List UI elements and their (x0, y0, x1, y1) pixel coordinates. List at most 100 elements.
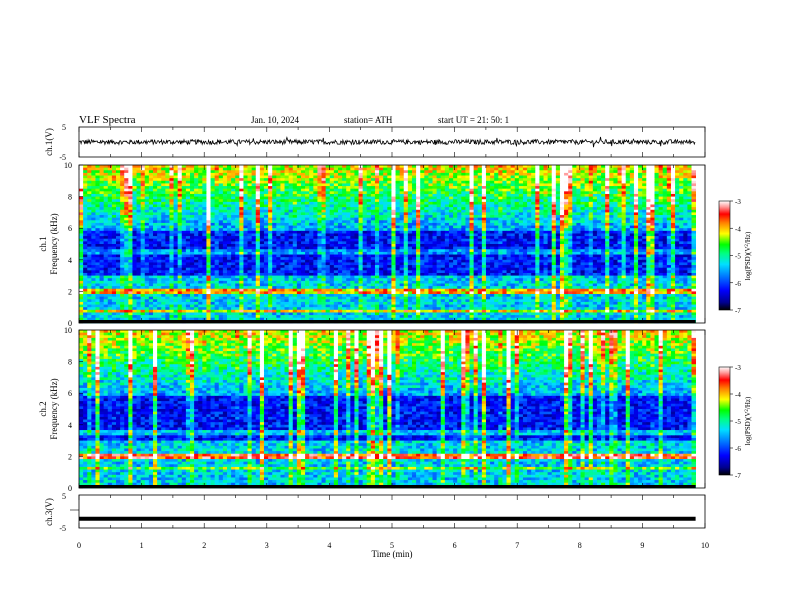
spectrogram-cell (638, 222, 643, 226)
spectrogram-cell (477, 180, 483, 184)
spectrogram-cell (177, 225, 183, 229)
spectrogram-cell (420, 209, 425, 213)
spectrogram-cell (485, 249, 491, 253)
spectrogram-cell (395, 188, 401, 192)
spectrogram-cell (432, 249, 438, 253)
spectrogram-cell (177, 196, 183, 200)
spectrogram-cell (91, 249, 96, 253)
spectrogram-cell (305, 217, 310, 221)
spectrogram-cell (683, 199, 688, 203)
spectrogram-cell (691, 215, 697, 219)
spectrogram-cell (399, 217, 405, 221)
spectrogram-cell (379, 172, 384, 176)
spectrogram-cell (243, 167, 248, 171)
spectrogram-cell (675, 188, 680, 192)
spectrogram-cell (333, 183, 339, 187)
spectrogram-cell (317, 201, 322, 205)
spectrogram-cell (399, 196, 405, 200)
spectrogram-cell (465, 183, 470, 187)
spectrogram-cell (477, 209, 483, 213)
spectrogram-cell (148, 222, 154, 226)
spectrogram-cell (247, 172, 253, 176)
spectrogram-cell (370, 217, 376, 221)
spectrogram-cell (383, 183, 388, 187)
spectrogram-cell (173, 180, 179, 184)
spectrogram-cell (173, 196, 179, 200)
spectrogram-cell (124, 217, 129, 221)
spectrogram-cell (346, 217, 351, 221)
spectrogram-cell (317, 167, 322, 171)
spectrogram-cell (576, 178, 581, 182)
spectrogram-cell (457, 186, 462, 190)
spectrogram-cell (169, 167, 174, 171)
spectrogram-cell (440, 215, 446, 219)
spectrogram-cell (325, 186, 331, 190)
spectrogram-cell (461, 241, 466, 245)
spectrogram-cell (469, 220, 475, 224)
spectrogram-cell (300, 241, 306, 245)
spectrogram-cell (124, 201, 129, 205)
spectrogram-cell (494, 222, 499, 226)
spectrogram-cell (625, 170, 631, 174)
spectrogram-cell (457, 180, 462, 184)
spectrogram-cell (621, 212, 627, 216)
spectrogram-cell (202, 186, 207, 190)
spectrogram-cell (539, 165, 544, 169)
spectrogram-cell (646, 209, 651, 213)
spectrogram-cell (432, 188, 438, 192)
spectrogram-cell (198, 225, 203, 229)
spectrogram-cell (120, 186, 125, 190)
spectrogram-cell (457, 212, 462, 216)
spectrogram-cell (625, 167, 631, 171)
spectrogram-cell (411, 222, 417, 226)
spectrogram-cell (374, 178, 380, 182)
spectrogram-cell (296, 165, 302, 169)
spectrogram-cell (300, 228, 306, 232)
spectrogram-cell (194, 170, 199, 174)
spectrogram-cell (502, 236, 507, 240)
spectrogram-cell (251, 207, 257, 211)
spectrogram-cell (543, 199, 549, 203)
spectrogram-cell (522, 178, 528, 182)
spectrogram-cell (103, 220, 109, 224)
spectrogram-cell (551, 220, 557, 224)
spectrogram-cell (99, 246, 105, 250)
spectrogram-cell (666, 183, 672, 187)
spectrogram-cell (642, 215, 647, 219)
spectrogram-cell (638, 225, 643, 229)
spectrogram-cell (169, 220, 174, 224)
spectrogram-cell (140, 199, 146, 203)
spectrogram-cell (342, 175, 347, 179)
spectrogram-cell (457, 225, 462, 229)
spectrogram-cell (399, 172, 405, 176)
spectrogram-cell (383, 193, 388, 197)
spectrogram-cell (564, 249, 569, 253)
spectrogram-cell (662, 204, 668, 208)
spectrogram-cell (691, 201, 697, 205)
spectrogram-cell (395, 167, 401, 171)
spectrogram-cell (428, 212, 433, 216)
spectrogram-cell (662, 241, 668, 245)
spectrogram-cell (120, 199, 125, 203)
spectrogram-cell (613, 196, 618, 200)
spectrogram-cell (481, 230, 487, 234)
spectrogram-cell (288, 172, 294, 176)
spectrogram-cell (350, 183, 355, 187)
spectrogram-cell (424, 180, 429, 184)
spectrogram-cell (111, 244, 117, 248)
spectrogram-cell (679, 207, 684, 211)
spectrogram-cell (551, 183, 557, 187)
spectrogram-cell (461, 178, 466, 182)
spectrogram-cell (572, 207, 577, 211)
spectrogram-cell (654, 172, 660, 176)
spectrogram-cell (592, 178, 598, 182)
spectrogram-cell (181, 183, 187, 187)
spectrogram-cell (547, 212, 553, 216)
spectrogram-cell (169, 225, 174, 229)
spectrogram-cell (259, 222, 265, 226)
spectrogram-cell (222, 228, 228, 232)
spectrogram-cell (173, 246, 179, 250)
spectrogram-cell (473, 188, 479, 192)
spectrogram-cell (506, 188, 512, 192)
spectrogram-cell (366, 165, 372, 169)
